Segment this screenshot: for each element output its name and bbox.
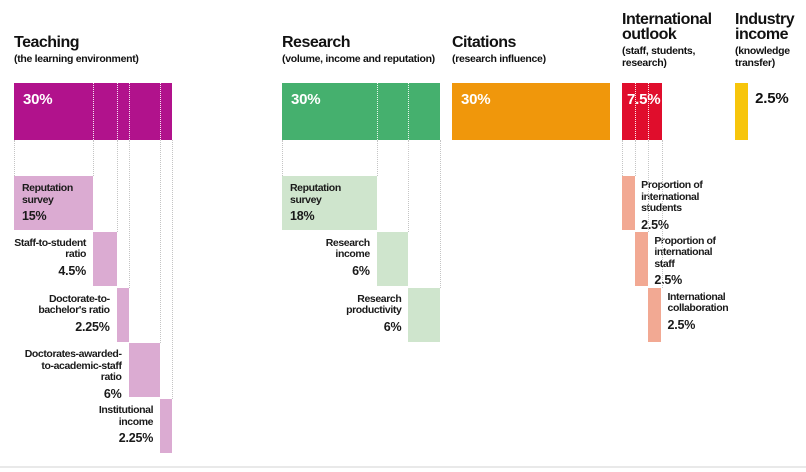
teaching-item-0-value: 15% [22, 209, 47, 223]
international-outlook-item-2-value: 2.5% [667, 317, 696, 332]
research-guide-3 [440, 140, 441, 288]
teaching-item-2-value: 2.25% [75, 319, 110, 334]
research-bar [282, 83, 440, 140]
teaching-item-4-label: Institutional income [98, 404, 154, 428]
teaching-item-2-block [116, 287, 129, 342]
teaching-weight-value: 30% [23, 91, 53, 108]
international-outlook-item-0-label: Proportion of international students [641, 179, 703, 214]
industry-income-title: Industry income [735, 11, 795, 43]
teaching-item-4-text: Institutional income 2.25% [83, 404, 154, 446]
teaching-header: Teaching (the learning environment) [14, 35, 224, 66]
industry-income-weight-value: 2.5% [755, 90, 789, 107]
teaching-guide-3 [128, 140, 130, 288]
teaching-bar-divider-4 [160, 83, 162, 140]
teaching-item-3-value: 6% [103, 386, 122, 401]
international-outlook-guide-1 [635, 140, 637, 176]
research-item-1-value: 6% [352, 263, 370, 278]
citations-weight-value: 30% [461, 91, 491, 108]
teaching-item-1-text: Staff-to-student ratio 4.5% [0, 236, 87, 278]
research-weight-value: 30% [291, 91, 321, 108]
citations-weight-value-text: 30% [461, 91, 491, 108]
teaching-item-4-value: 2.25% [118, 431, 154, 446]
teaching-bar-divider-2 [116, 83, 118, 140]
international-outlook-item-2-block [648, 287, 662, 342]
teaching-bar-divider-1 [93, 83, 94, 140]
research-item-0-block [282, 176, 377, 230]
teaching-item-2-label: Doctorate-to-bachelor's ratio [38, 292, 110, 317]
research-bar-divider-1 [376, 83, 378, 140]
teaching-item-4-block [160, 399, 172, 454]
research-item-1-block [376, 231, 409, 286]
research-item-0-text: Reputation survey 18% [290, 182, 371, 223]
research-item-2-value: 6% [383, 319, 402, 334]
international-outlook-item-1-block [635, 231, 649, 286]
research-item-2-label: Research productivity [346, 292, 402, 317]
research-title: Research [282, 34, 351, 51]
teaching-subtitle: (the learning environment) [14, 53, 139, 65]
international-outlook-item-2-label: International collaboration [667, 290, 729, 315]
research-guide-1 [376, 140, 378, 176]
citations-subtitle: (research influence) [452, 53, 546, 65]
international-outlook-header: International outlook (staff, students, r… [622, 12, 718, 69]
research-item-1-text: Research income 6% [316, 236, 370, 278]
teaching-weight-value-text: 30% [23, 91, 53, 108]
teaching-item-0-block [14, 176, 93, 230]
research-item-2-block [408, 287, 440, 342]
international-outlook-item-2-text: International collaboration 2.5% [667, 290, 738, 332]
international-outlook-bar [622, 83, 662, 140]
international-outlook-subtitle: (staff, students, research) [622, 45, 696, 69]
teaching-guide-4 [160, 140, 162, 344]
research-bar-divider-2 [408, 83, 410, 140]
teaching-item-3-text: Doctorates-awarded-to-academic-staff rat… [22, 349, 122, 401]
international-outlook-guide-3 [661, 140, 663, 288]
research-guide-0 [282, 140, 283, 176]
teaching-guide-2 [116, 140, 118, 232]
international-outlook-item-0-text: Proportion of international students 2.5% [641, 179, 711, 232]
research-header: Research (volume, income and reputation) [282, 35, 492, 66]
international-outlook-item-1-label: Proportion of international staff [654, 234, 716, 270]
international-outlook-item-1-value: 2.5% [654, 273, 683, 288]
teaching-item-3-block [128, 343, 161, 398]
international-outlook-item-1-text: Proportion of international staff 2.5% [654, 234, 724, 288]
teaching-item-3-label: Doctorates-awarded-to-academic-staff rat… [24, 348, 122, 384]
teaching-guide-5 [172, 140, 173, 400]
teaching-item-1-value: 4.5% [58, 263, 87, 278]
research-item-0-label: Reputation survey [290, 182, 341, 206]
research-item-0-value: 18% [290, 209, 315, 223]
teaching-bar-divider-3 [128, 83, 130, 140]
industry-income-bar [735, 83, 749, 140]
teaching-item-1-block [93, 231, 117, 286]
international-outlook-item-0-block [622, 176, 636, 230]
citations-bar [452, 83, 610, 140]
citations-header: Citations (research influence) [452, 35, 642, 66]
international-outlook-bar-divider-1 [635, 83, 637, 140]
industry-income-weight-value-text: 2.5% [755, 90, 789, 107]
teaching-item-1-label: Staff-to-student ratio [14, 236, 87, 261]
bottom-divider [0, 466, 806, 468]
international-outlook-bar-divider-2 [648, 83, 650, 140]
teaching-guide-1 [93, 140, 94, 176]
research-guide-2 [408, 140, 410, 232]
industry-income-header: Industry income (knowledge transfer) [735, 12, 805, 69]
international-outlook-title: International outlook [622, 11, 712, 43]
international-outlook-weight-value-text: 7.5% [627, 91, 661, 108]
international-outlook-guide-2 [648, 140, 650, 232]
research-item-1-label: Research income [325, 236, 370, 261]
teaching-item-0-label: Reputation survey [22, 182, 73, 206]
research-weight-value-text: 30% [291, 91, 321, 108]
teaching-guide-0 [14, 140, 15, 176]
teaching-item-0-text: Reputation survey 15% [22, 182, 87, 223]
research-item-2-text: Research productivity 6% [335, 292, 402, 334]
industry-income-subtitle: (knowledge transfer) [735, 45, 790, 69]
teaching-title: Teaching [14, 34, 80, 51]
research-subtitle: (volume, income and reputation) [282, 53, 435, 65]
citations-title: Citations [452, 34, 516, 51]
international-outlook-item-0-value: 2.5% [641, 217, 669, 232]
international-outlook-guide-0 [622, 140, 623, 176]
teaching-item-2-text: Doctorate-to-bachelor's ratio 2.25% [26, 292, 110, 334]
international-outlook-weight-value: 7.5% [627, 91, 661, 108]
